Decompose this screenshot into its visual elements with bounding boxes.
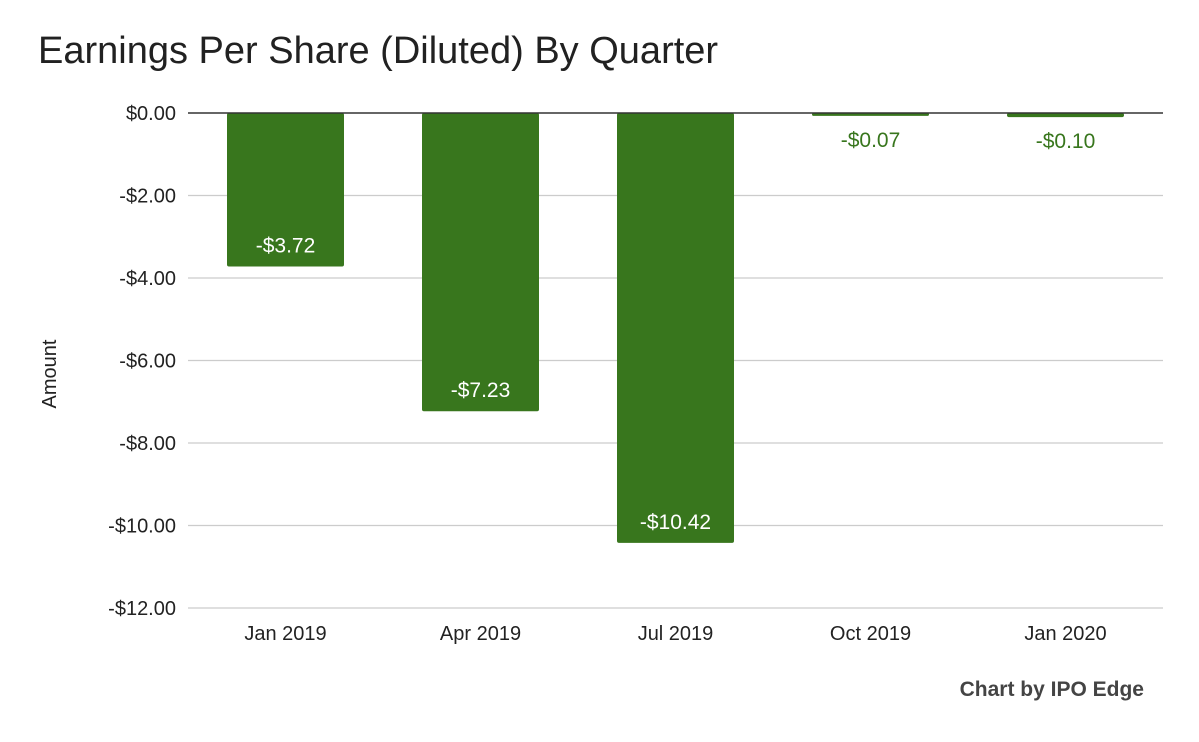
x-tick-label: Apr 2019 <box>440 623 521 645</box>
y-tick-label: -$4.00 <box>119 268 176 290</box>
chart-credit: Chart by IPO Edge <box>959 678 1144 701</box>
y-tick-label: -$10.00 <box>108 516 176 538</box>
data-label: -$7.23 <box>451 379 511 402</box>
chart-title: Earnings Per Share (Diluted) By Quarter <box>38 30 719 72</box>
bar <box>422 113 539 412</box>
y-tick-label: $0.00 <box>126 103 176 125</box>
bar <box>617 113 734 543</box>
data-label: -$10.42 <box>640 511 711 534</box>
x-tick-label: Oct 2019 <box>830 623 911 645</box>
y-tick-label: -$2.00 <box>119 186 176 208</box>
y-tick-label: -$12.00 <box>108 598 176 620</box>
y-axis-title: Amount <box>39 339 61 408</box>
bars <box>227 113 1124 543</box>
x-tick-labels: Jan 2019 Apr 2019 Jul 2019 Oct 2019 Jan 2020 <box>244 623 1106 645</box>
y-tick-label: -$6.00 <box>119 351 176 373</box>
data-label: -$0.10 <box>1036 130 1096 153</box>
x-tick-label: Jan 2019 <box>244 623 326 645</box>
bar <box>227 113 344 267</box>
bar <box>1007 113 1124 118</box>
x-tick-label: Jan 2020 <box>1024 623 1106 645</box>
data-label: -$3.72 <box>256 234 316 257</box>
data-label: -$0.07 <box>841 129 901 152</box>
y-tick-labels: $0.00 -$2.00 -$4.00 -$6.00 -$8.00 -$10.00 -$12… <box>108 103 176 620</box>
x-tick-label: Jul 2019 <box>638 623 714 645</box>
y-tick-label: -$8.00 <box>119 433 176 455</box>
data-labels: -$3.72 -$7.23 -$10.42 -$0.07 -$0.10 <box>256 129 1096 534</box>
